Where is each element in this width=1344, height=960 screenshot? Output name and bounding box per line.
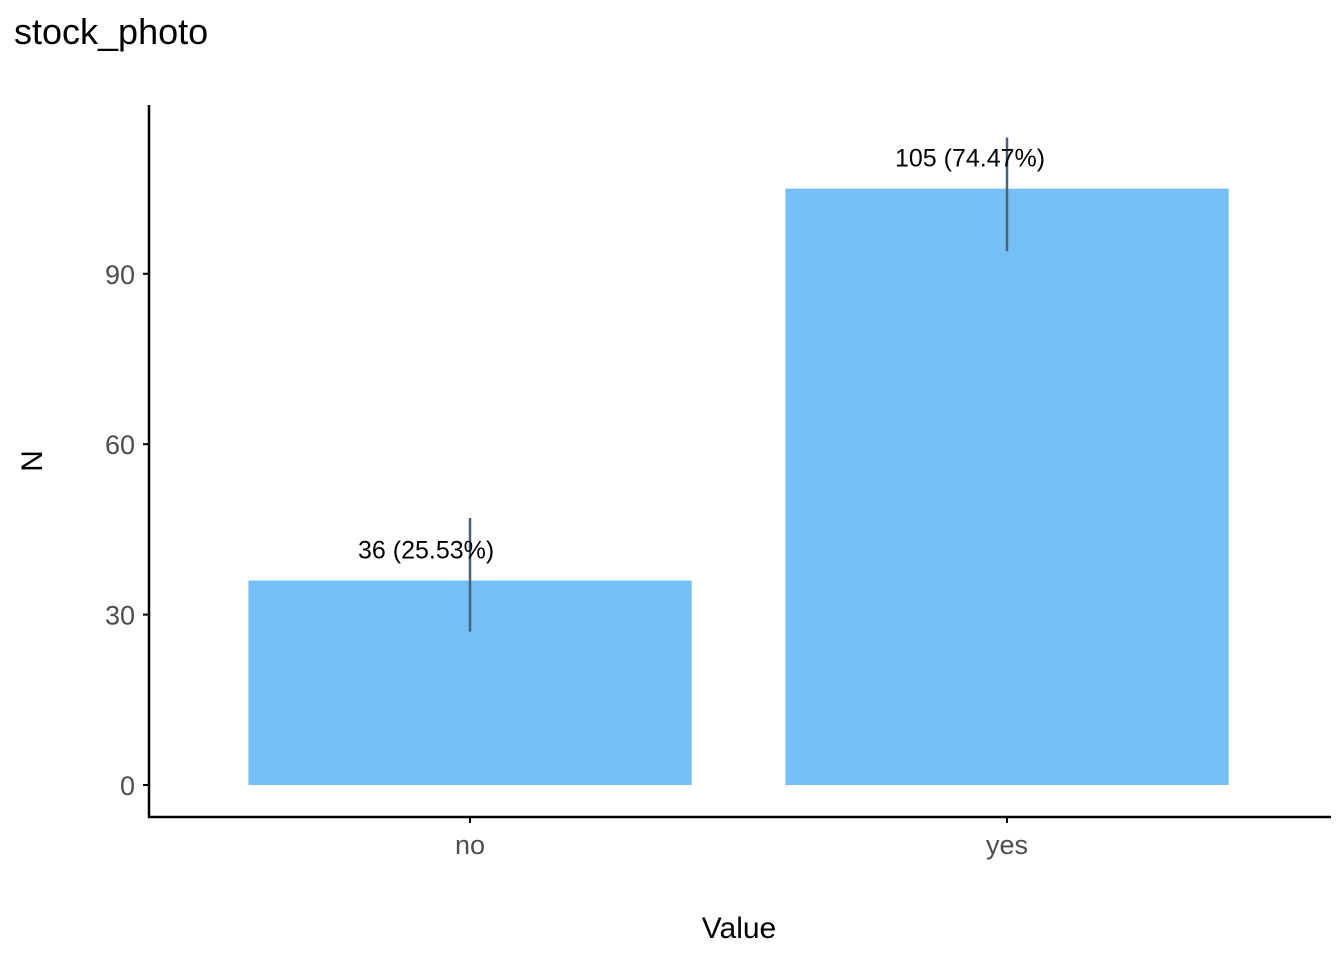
bar-yes <box>785 188 1229 786</box>
data-labels-layer: 36 (25.53%) 105 (74.47%) <box>358 145 1045 565</box>
y-tick-label-60: 60 <box>105 430 135 460</box>
bars-layer <box>248 188 1229 786</box>
data-label-no: 36 (25.53%) <box>358 537 494 565</box>
x-tick-label-yes: yes <box>986 830 1028 860</box>
y-axis-label: N <box>16 450 49 472</box>
y-tick-label-30: 30 <box>105 601 135 631</box>
x-ticks: no yes <box>455 817 1028 860</box>
error-bars-layer <box>468 137 1009 632</box>
y-tick-label-90: 90 <box>105 260 135 290</box>
y-tick-label-0: 0 <box>120 771 135 801</box>
data-label-yes: 105 (74.47%) <box>895 145 1045 173</box>
chart-title: stock_photo <box>14 11 208 52</box>
x-axis-label: Value <box>702 912 777 945</box>
y-ticks: 0 30 60 90 <box>105 260 149 801</box>
x-tick-label-no: no <box>455 830 485 860</box>
